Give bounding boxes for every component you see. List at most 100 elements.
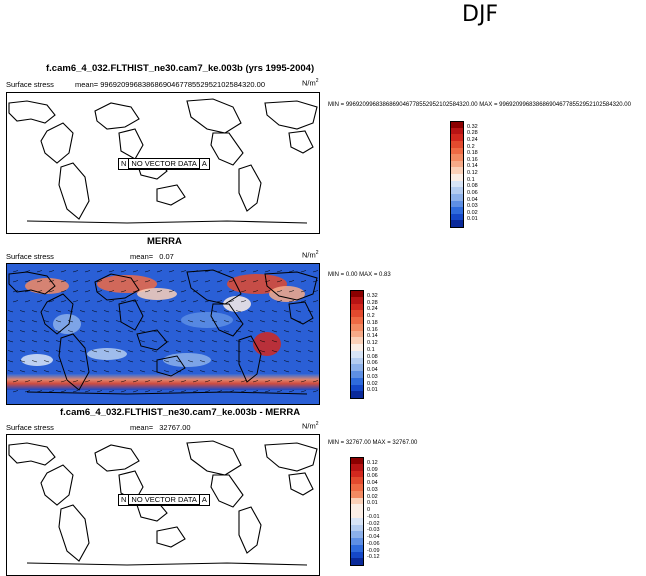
colorbar-swatch: [450, 147, 464, 155]
stress-vector: [204, 290, 211, 293]
stress-vector: [139, 360, 146, 363]
stress-vector: [223, 350, 230, 353]
stress-vector: [31, 320, 38, 323]
stress-vector: [307, 330, 314, 333]
stress-vector: [139, 330, 146, 333]
stress-vector: [192, 300, 199, 303]
panel3-mean: mean= 32767.00: [130, 423, 191, 432]
colorbar-level-label: 0.02: [367, 493, 378, 500]
stress-vector: [175, 310, 182, 313]
stress-vector: [79, 320, 86, 323]
stress-vector: [48, 300, 55, 303]
stress-vector: [259, 350, 266, 353]
stress-vector: [163, 360, 170, 363]
stress-vector: [103, 370, 110, 373]
stress-vector: [84, 280, 91, 283]
panel1-colorbar: 0.32 0.28 0.24 0.2 0.18 0.16 0.14 0.12 0.1 0.08 0.…: [450, 121, 500, 228]
colorbar-level-label: 0.16: [367, 326, 378, 333]
stress-vector: [252, 380, 259, 383]
colorbar-swatch: [450, 207, 464, 215]
colorbar-swatch: [450, 154, 464, 162]
stress-patch: [223, 296, 251, 312]
stress-vector: [252, 290, 259, 293]
stress-vector: [288, 300, 295, 303]
stress-vector: [199, 340, 206, 343]
stress-vector: [127, 340, 134, 343]
stress-vector: [259, 370, 266, 373]
stress-vector: [115, 330, 122, 333]
colorbar-swatch: [450, 187, 464, 195]
stress-vector: [103, 310, 110, 313]
stress-vector: [199, 330, 206, 333]
panel1-no-vector-data-box: N NO VECTOR DATA A: [118, 158, 210, 170]
colorbar-level-label: -0.04: [367, 534, 380, 540]
stress-vector: [223, 330, 230, 333]
colorbar-level-label: 0.03: [367, 486, 378, 493]
stress-vector: [312, 380, 319, 383]
stress-vector: [55, 370, 62, 373]
stress-vector: [288, 270, 295, 273]
stress-vector: [7, 320, 14, 323]
stress-vector: [67, 320, 74, 323]
stress-vector: [72, 300, 79, 303]
stress-vector: [264, 290, 271, 293]
coastline-segment: [94, 273, 140, 301]
panel3-no-vector-data-box: N NO VECTOR DATA A: [118, 494, 210, 506]
stress-vector: [7, 330, 14, 333]
stress-patch: [181, 312, 233, 328]
stress-vector: [307, 350, 314, 353]
colorbar-swatch: [350, 303, 364, 311]
stress-vector: [156, 380, 163, 383]
stress-vector: [151, 320, 158, 323]
stress-vector: [271, 370, 278, 373]
stress-vector: [7, 340, 14, 343]
stress-vector: [24, 380, 31, 383]
stress-vector: [19, 310, 26, 313]
stress-vector: [187, 320, 194, 323]
stress-vector: [283, 370, 290, 373]
colorbar-level-label: 0.04: [467, 196, 478, 203]
colorbar-swatch: [350, 391, 364, 399]
stress-vector: [204, 390, 211, 393]
panel3-left-label: Surface stress: [6, 423, 54, 432]
stress-vector: [31, 350, 38, 353]
panel2-map: [6, 263, 320, 405]
stress-vector: [163, 370, 170, 373]
colorbar-level-label: 0.08: [367, 353, 378, 360]
colorbar-level-label: 0.2: [467, 143, 475, 150]
coastline-segment: [210, 303, 244, 337]
stress-vector: [288, 380, 295, 383]
stress-vector: [240, 290, 247, 293]
coastline-segment: [118, 299, 144, 331]
stress-vector: [180, 380, 187, 383]
stress-vector: [36, 300, 43, 303]
stress-vector: [216, 380, 223, 383]
stress-vector: [31, 330, 38, 333]
stress-vector: [60, 270, 67, 273]
stress-vector: [228, 290, 235, 293]
stress-vector: [271, 350, 278, 353]
colorbar-swatch: [350, 317, 364, 325]
stress-vector: [156, 290, 163, 293]
stress-vector: [163, 350, 170, 353]
stress-vector: [151, 370, 158, 373]
stress-vector: [168, 380, 175, 383]
colorbar-swatch: [350, 357, 364, 365]
colorbar-level-label: -0.03: [367, 527, 380, 534]
stress-vector: [240, 390, 247, 393]
stress-vector: [91, 350, 98, 353]
stress-vector: [60, 380, 67, 383]
stress-vector: [72, 390, 79, 393]
colorbar-swatch: [350, 364, 364, 372]
stress-vector: [144, 290, 151, 293]
panel2-minmax: MIN = 0.00 MAX = 0.83: [328, 272, 391, 278]
stress-vector: [204, 280, 211, 283]
stress-vector: [276, 290, 283, 293]
stress-vector: [144, 380, 151, 383]
stress-vector: [151, 310, 158, 313]
stress-vector: [55, 350, 62, 353]
stress-vector: [199, 310, 206, 313]
coastline-segment: [186, 98, 242, 134]
stress-vector: [7, 360, 14, 363]
stress-vector: [276, 300, 283, 303]
